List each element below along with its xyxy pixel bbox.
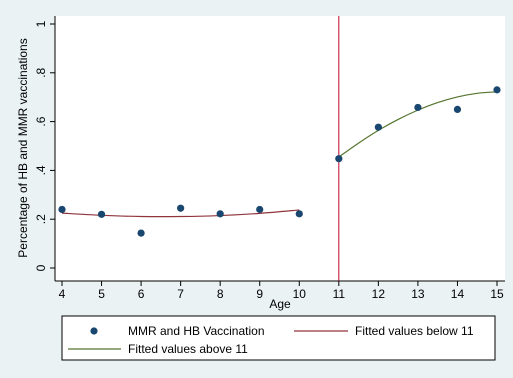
legend: MMR and HB Vaccination Fitted values bel… <box>61 315 496 361</box>
data-point <box>177 204 185 212</box>
x-tick-label: 15 <box>490 287 504 301</box>
data-point <box>335 155 343 163</box>
data-point <box>493 86 501 94</box>
x-tick-label: 10 <box>293 287 307 301</box>
data-point <box>374 123 382 131</box>
y-tick-label: .8 <box>34 67 48 77</box>
data-point <box>453 105 462 113</box>
data-point <box>97 210 106 218</box>
legend-label-below-11: Fitted values below 11 <box>355 324 474 338</box>
x-tick-label: 14 <box>451 287 465 301</box>
legend-label-above-11: Fitted values above 11 <box>128 342 248 356</box>
x-tick-label: 12 <box>372 287 386 301</box>
legend-box <box>61 315 496 361</box>
y-axis-title: Percentage of HB and MMR vaccinations <box>16 38 30 257</box>
y-axis: 0 .2 .4 .6 .8 1 <box>34 16 56 281</box>
x-axis: 4 5 6 7 8 9 10 11 12 13 14 15 <box>55 280 505 301</box>
y-tick-label: .4 <box>34 165 48 175</box>
x-tick-label: 8 <box>217 287 224 301</box>
x-tick-label: 11 <box>333 287 346 301</box>
y-tick-label: .6 <box>34 116 48 126</box>
legend-label-mmr-hb: MMR and HB Vaccination <box>128 324 265 338</box>
plot-area <box>55 16 505 281</box>
legend-marker-mmr-hb <box>90 327 98 335</box>
x-tick-label: 6 <box>138 287 145 301</box>
data-point <box>216 210 224 218</box>
data-point <box>414 103 422 112</box>
data-point <box>137 229 145 237</box>
y-tick-label: .2 <box>34 214 48 224</box>
data-point <box>256 205 264 214</box>
x-tick-label: 4 <box>59 287 66 301</box>
x-tick-label: 13 <box>411 287 425 301</box>
y-tick-label: 0 <box>34 264 48 271</box>
x-axis-title: Age <box>269 297 291 311</box>
chart-marks <box>58 16 501 281</box>
y-tick-label: 1 <box>34 20 48 27</box>
x-tick-label: 9 <box>256 287 263 301</box>
data-point <box>58 205 66 214</box>
x-tick-label: 7 <box>177 287 184 301</box>
data-point <box>295 210 303 218</box>
x-tick-label: 5 <box>98 287 105 301</box>
